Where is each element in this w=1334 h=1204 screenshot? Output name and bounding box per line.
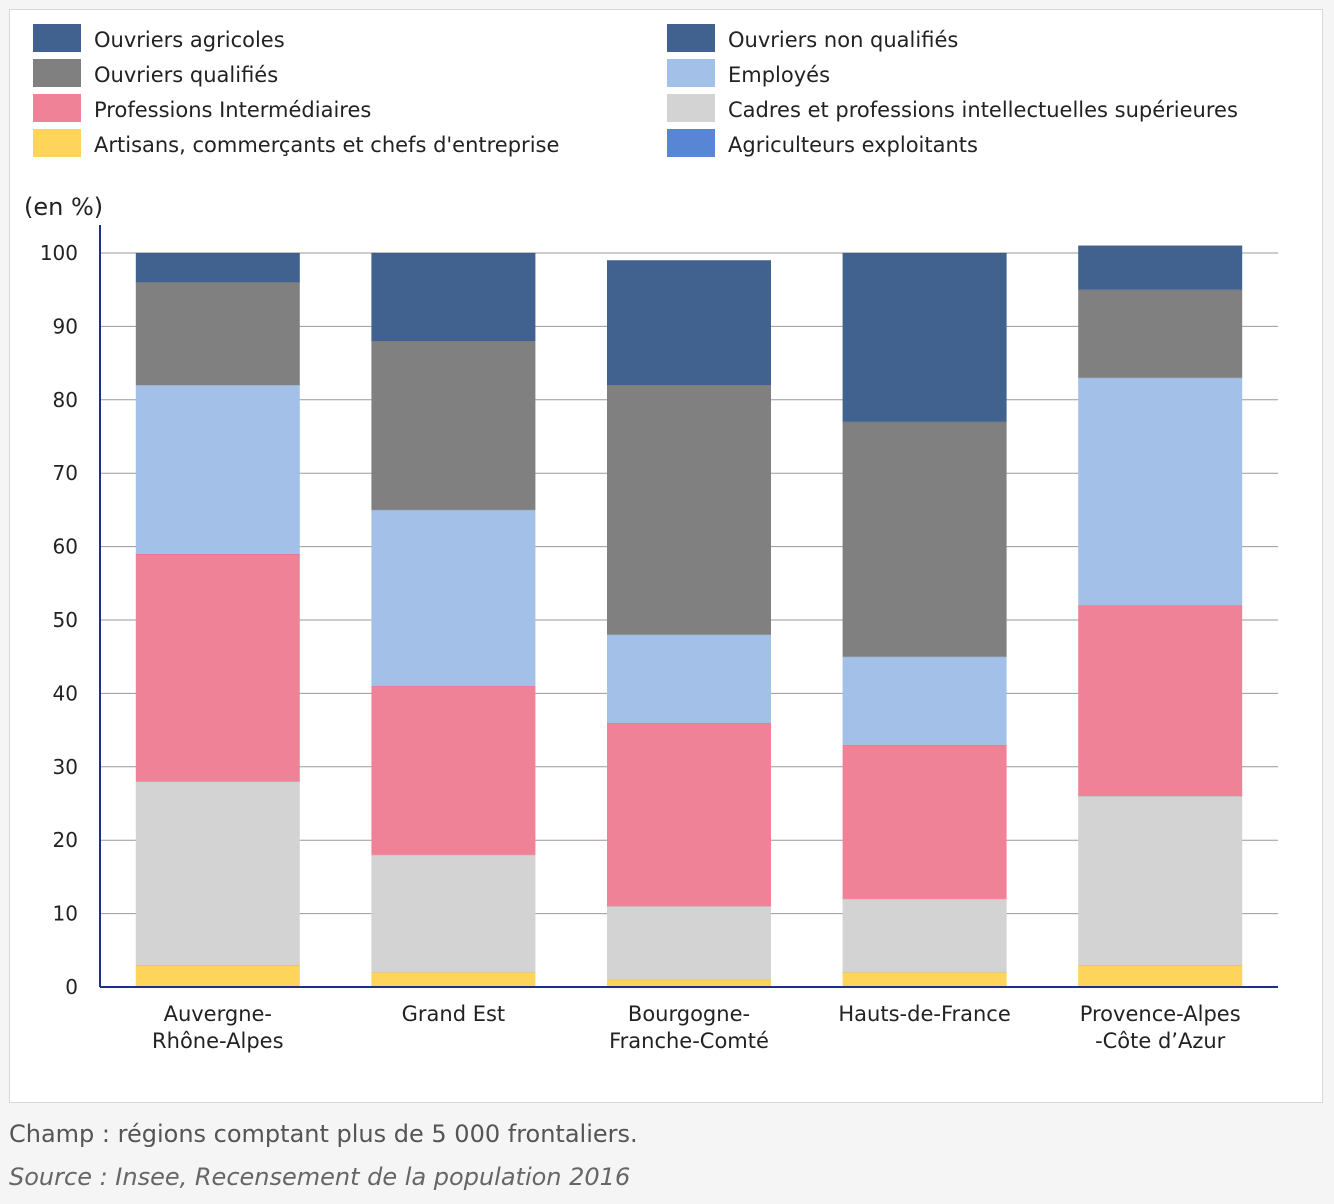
bar-segment xyxy=(607,634,771,723)
bar-segment xyxy=(135,553,300,782)
bar-segment xyxy=(135,964,300,987)
legend-swatch xyxy=(33,59,81,87)
legend-label: Ouvriers agricoles xyxy=(94,28,285,52)
y-tick-label: 60 xyxy=(53,535,78,559)
legend-swatch xyxy=(667,94,715,122)
bar-segment xyxy=(842,421,1007,657)
bar-segment xyxy=(842,744,1007,899)
y-tick-label: 70 xyxy=(53,461,78,485)
x-tick-label: Hauts-de-France xyxy=(838,1002,1010,1026)
legend-swatch xyxy=(667,59,715,87)
y-tick-label: 0 xyxy=(65,975,78,999)
legend-swatch xyxy=(33,129,81,157)
y-tick-label: 30 xyxy=(53,755,78,779)
legend-label: Employés xyxy=(728,63,830,87)
legend-label: Ouvriers non qualifiés xyxy=(728,28,958,52)
x-tick-label: Franche-Comté xyxy=(609,1029,769,1053)
bar-segment xyxy=(135,781,300,965)
bar-segment xyxy=(371,854,536,973)
legend-swatch xyxy=(33,94,81,122)
legend-label: Ouvriers qualifiés xyxy=(94,63,278,87)
y-tick-label: 10 xyxy=(53,902,78,926)
bar-segment xyxy=(371,341,536,510)
legend-swatch xyxy=(667,129,715,157)
bar-segment xyxy=(371,972,536,987)
bar-segment xyxy=(1078,796,1243,965)
x-tick-label: Bourgogne- xyxy=(628,1002,750,1026)
bar-segment xyxy=(135,282,300,386)
source-note: Source : Insee, Recensement de la popula… xyxy=(9,1163,631,1191)
y-tick-label: 100 xyxy=(40,241,78,265)
bar-segment xyxy=(607,722,771,907)
stacked-bar-chart: Ouvriers agricoles Ouvriers non qualifiés… xyxy=(24,24,1278,1053)
bar-segment xyxy=(842,253,1007,422)
bar-segment xyxy=(1078,245,1243,290)
bar-segment xyxy=(135,385,300,554)
y-axis-label: (en %) xyxy=(24,193,103,221)
footnote: Champ : régions comptant plus de 5 000 f… xyxy=(9,1120,638,1148)
y-tick-label: 40 xyxy=(53,681,78,705)
x-tick-label: Grand Est xyxy=(402,1002,506,1026)
legend-swatch xyxy=(33,24,81,52)
legend-label: Professions Intermédiaires xyxy=(94,98,371,122)
bar-segment xyxy=(607,906,771,980)
legend-label: Artisans, commerçants et chefs d'entrepr… xyxy=(94,133,559,157)
bar-segment xyxy=(135,253,300,283)
bar-segment xyxy=(1078,377,1243,606)
y-tick-label: 90 xyxy=(53,314,78,338)
bar-segment xyxy=(1078,289,1243,378)
x-tick-label: Auvergne- xyxy=(164,1002,272,1026)
bar-segment xyxy=(371,253,536,342)
bar-segment xyxy=(842,972,1007,987)
bar-segment xyxy=(371,509,536,687)
bar-segment xyxy=(1078,964,1243,987)
x-tick-label: Rhône-Alpes xyxy=(152,1029,284,1053)
bar-segment xyxy=(607,385,771,635)
bar-segment xyxy=(842,656,1007,745)
bar-segment xyxy=(842,898,1007,973)
y-tick-label: 80 xyxy=(53,388,78,412)
x-tick-label: -Côte d’Azur xyxy=(1095,1029,1226,1053)
chart-frame: Ouvriers agricoles Ouvriers non qualifiés… xyxy=(9,9,1323,1103)
y-tick-label: 50 xyxy=(53,608,78,632)
bar-segment xyxy=(1078,605,1243,797)
legend-label: Agriculteurs exploitants xyxy=(728,133,978,157)
x-tick-label: Provence-Alpes xyxy=(1080,1002,1241,1026)
bar-segment xyxy=(607,979,771,987)
bar-segment xyxy=(607,260,771,386)
bar-segment xyxy=(371,686,536,855)
y-tick-label: 20 xyxy=(53,828,78,852)
legend-label: Cadres et professions intellectuelles su… xyxy=(728,98,1238,122)
legend-swatch xyxy=(667,24,715,52)
